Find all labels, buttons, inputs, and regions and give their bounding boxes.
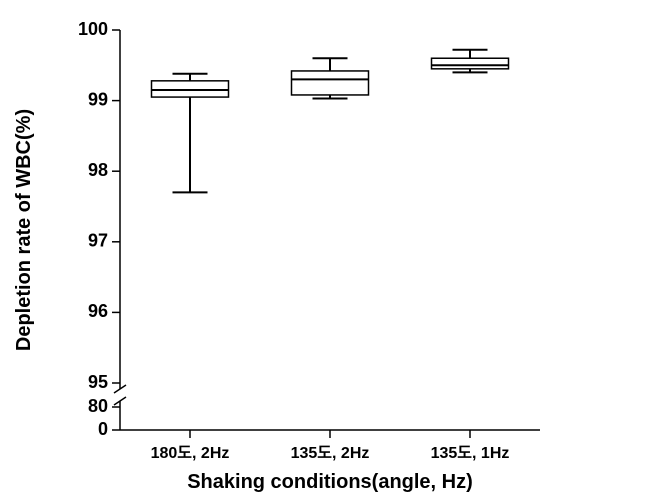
y-axis-title: Depletion rate of WBC(%) (13, 109, 35, 351)
x-tick-label: 135도, 2Hz (291, 445, 370, 462)
x-axis-title: Shaking conditions(angle, Hz) (187, 471, 473, 493)
y-tick-label: 100 (78, 19, 108, 39)
y-tick-label: 0 (98, 419, 108, 439)
x-tick-label: 180도, 2Hz (151, 445, 230, 462)
x-tick-label: 135도, 1Hz (431, 445, 510, 462)
y-tick-label: 96 (88, 301, 108, 321)
y-tick-label: 98 (88, 160, 108, 180)
y-tick-label: 95 (88, 372, 108, 392)
boxplot-chart: 95 96 97 98 99 100 0 80 180도, 2Hz 135도, 2Hz 135도, … (0, 0, 646, 503)
y-tick-label: 97 (88, 231, 108, 251)
chart-svg: 95 96 97 98 99 100 0 80 180도, 2Hz 135도, 2Hz 135도, … (0, 0, 646, 503)
box (292, 71, 369, 95)
y-tick-label: 80 (88, 396, 108, 416)
y-tick-label: 99 (88, 89, 108, 109)
box (432, 58, 509, 69)
box (152, 81, 229, 97)
